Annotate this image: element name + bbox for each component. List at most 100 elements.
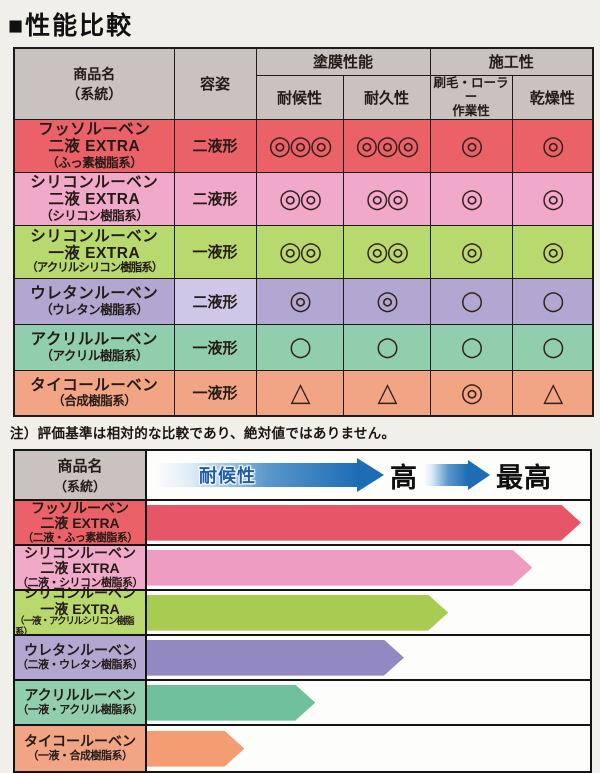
chart-product-name-line2: 二液 EXTRA xyxy=(40,515,120,532)
chart-product-system: （二液・ふっ素樹脂系） xyxy=(22,531,138,544)
rating-cell-drying: ◎ xyxy=(511,171,594,226)
axis-arrow-short xyxy=(424,460,490,491)
scale-label-highest: 最高 xyxy=(496,462,552,493)
page-title: ■性能比較 xyxy=(8,12,134,40)
product-name-cell: シリコンルーベン 二液 EXTRA （シリコン樹脂系） xyxy=(13,171,175,226)
chart-header-product-sublabel: （系統） xyxy=(53,479,106,495)
product-name-line2: 一液 EXTRA xyxy=(48,245,141,263)
chart-product-system: （二液・ウレタン樹脂系） xyxy=(17,659,144,672)
header-product-sublabel: （系統） xyxy=(66,85,123,102)
product-name: シリコンルーベン xyxy=(30,174,159,192)
product-system: （シリコン樹脂系） xyxy=(40,208,149,223)
product-system: （合成樹脂系） xyxy=(52,394,137,409)
header-brush-line2: 作業性 xyxy=(452,104,490,119)
rating-cell-weather: △ xyxy=(255,369,344,417)
chart-row: シリコンルーベン 二液 EXTRA （二液・シリコン樹脂系） xyxy=(15,545,590,592)
rating-cell-weather: ◎ xyxy=(255,277,344,325)
chart-label-cell: アクリルルーベン （一液・アクリル樹脂系） xyxy=(15,681,147,725)
product-name: フッソルーベン xyxy=(38,121,151,139)
table-row: タイコールーベン （合成樹脂系） 一液形 △ △ ◎ △ xyxy=(13,369,594,417)
rating-cell-brush: ○ xyxy=(429,277,513,325)
table-row: フッソルーベン 二液 EXTRA （ふっ素樹脂系） 二液形 ◎◎◎ ◎◎◎ ◎ … xyxy=(13,118,594,173)
arrow-head-icon xyxy=(357,458,384,493)
form-cell: 一液形 xyxy=(173,369,257,417)
chart-product-name: アクリルルーベン xyxy=(24,687,136,704)
table-row: ウレタンルーベン （ウレタン樹脂系） 二液形 ◎ ◎ ○ ○ xyxy=(13,277,594,325)
bar-track xyxy=(147,636,590,680)
rating-cell-brush: ○ xyxy=(429,323,513,371)
product-name-cell: フッソルーベン 二液 EXTRA （ふっ素樹脂系） xyxy=(13,118,175,173)
form-cell: 一液形 xyxy=(173,224,257,279)
bar-track xyxy=(147,501,590,545)
rating-cell-durability: ○ xyxy=(342,323,431,371)
form-cell: 二液形 xyxy=(173,277,257,325)
chart-product-name: シリコンルーベン xyxy=(24,585,136,602)
rating-cell-brush: ◎ xyxy=(429,118,513,173)
chart-axis-header: 耐候性 高 最高 xyxy=(147,451,590,500)
header-weather: 耐候性 xyxy=(255,74,344,120)
chart-label-cell: シリコンルーベン 一液 EXTRA （一液・アクリルシリコン樹脂系） xyxy=(15,585,147,638)
weather-resistance-chart: 商品名 （系統） 耐候性 高 最高 フッソルーベン xyxy=(13,449,592,773)
chart-product-name-line2: 二液 EXTRA xyxy=(40,560,120,577)
table-row: シリコンルーベン 一液 EXTRA （アクリルシリコン樹脂系） 一液形 ◎◎ ◎… xyxy=(13,224,594,279)
rating-cell-brush: ◎ xyxy=(429,171,513,226)
scale-label-high: 高 xyxy=(390,462,418,493)
axis-arrow-short-body xyxy=(424,464,468,487)
product-name: アクリルルーベン xyxy=(30,331,158,349)
bar xyxy=(147,731,244,767)
rating-cell-drying: △ xyxy=(511,369,594,417)
axis-label: 耐候性 xyxy=(199,466,256,487)
rating-cell-durability: △ xyxy=(342,369,431,417)
rating-cell-weather: ○ xyxy=(255,323,344,371)
form-cell: 二液形 xyxy=(173,118,257,173)
rating-cell-weather: ◎◎◎ xyxy=(255,118,344,173)
chart-product-system: （一液・アクリルシリコン樹脂系） xyxy=(15,616,135,639)
rating-cell-drying: ◎ xyxy=(511,118,594,173)
arrow-head-icon xyxy=(468,460,490,491)
chart-product-system: （二液・シリコン樹脂系） xyxy=(17,576,144,589)
product-system: （ウレタン樹脂系） xyxy=(40,302,149,317)
chart-row: ウレタンルーベン （二液・ウレタン樹脂系） xyxy=(15,636,590,682)
product-name-line2: 二液 EXTRA xyxy=(48,138,141,156)
product-name: シリコンルーベン xyxy=(30,227,159,245)
header-form: 容姿 xyxy=(173,47,257,120)
bar xyxy=(147,505,581,541)
product-name-cell: ウレタンルーベン （ウレタン樹脂系） xyxy=(13,277,175,325)
rating-cell-weather: ◎◎ xyxy=(255,224,344,279)
chart-header-product-cell: 商品名 （系統） xyxy=(15,451,147,500)
form-cell: 二液形 xyxy=(173,171,257,226)
product-name-cell: アクリルルーベン （アクリル樹脂系） xyxy=(13,323,175,371)
chart-row: タイコールーベン （一液・合成樹脂系） xyxy=(15,726,590,772)
rating-cell-brush: ◎ xyxy=(429,369,513,417)
chart-label-cell: シリコンルーベン 二液 EXTRA （二液・シリコン樹脂系） xyxy=(15,545,147,590)
bar xyxy=(147,595,448,631)
header-drying: 乾燥性 xyxy=(511,74,594,120)
rating-cell-weather: ◎◎ xyxy=(255,171,344,226)
header-product: 商品名 （系統） xyxy=(13,47,175,120)
chart-row: シリコンルーベン 一液 EXTRA （一液・アクリルシリコン樹脂系） xyxy=(15,585,590,638)
chart-row: アクリルルーベン （一液・アクリル樹脂系） xyxy=(15,681,590,727)
product-name: ウレタンルーベン xyxy=(30,285,159,303)
chart-product-name: ウレタンルーベン xyxy=(24,642,136,659)
rating-cell-durability: ◎ xyxy=(342,277,431,325)
chart-product-name-line2: 一液 EXTRA xyxy=(40,600,120,617)
bar-track xyxy=(147,546,590,590)
bar-track xyxy=(147,726,590,772)
rating-cell-durability: ◎◎◎ xyxy=(342,118,431,173)
product-name-cell: シリコンルーベン 一液 EXTRA （アクリルシリコン樹脂系） xyxy=(13,224,175,279)
table-row: シリコンルーベン 二液 EXTRA （シリコン樹脂系） 二液形 ◎◎ ◎◎ ◎ … xyxy=(13,171,594,226)
chart-label-cell: タイコールーベン （一液・合成樹脂系） xyxy=(15,726,147,772)
bar-track xyxy=(147,681,590,725)
chart-product-name: タイコールーベン xyxy=(24,733,136,750)
rating-cell-drying: ○ xyxy=(511,323,594,371)
product-system: （アクリルシリコン樹脂系） xyxy=(26,262,163,275)
performance-table: 商品名 （系統） 容姿 塗膜性能 施工性 耐候性 耐久性 刷毛・ローラー 作業性… xyxy=(13,47,595,418)
product-name: タイコールーベン xyxy=(30,377,159,394)
rating-cell-drying: ○ xyxy=(511,277,594,325)
header-brush-roller: 刷毛・ローラー 作業性 xyxy=(429,74,513,120)
bar xyxy=(147,550,532,586)
rating-cell-brush: ◎ xyxy=(429,224,513,279)
axis-arrow-long-body: 耐候性 xyxy=(157,463,357,488)
product-name-cell: タイコールーベン （合成樹脂系） xyxy=(13,369,175,417)
